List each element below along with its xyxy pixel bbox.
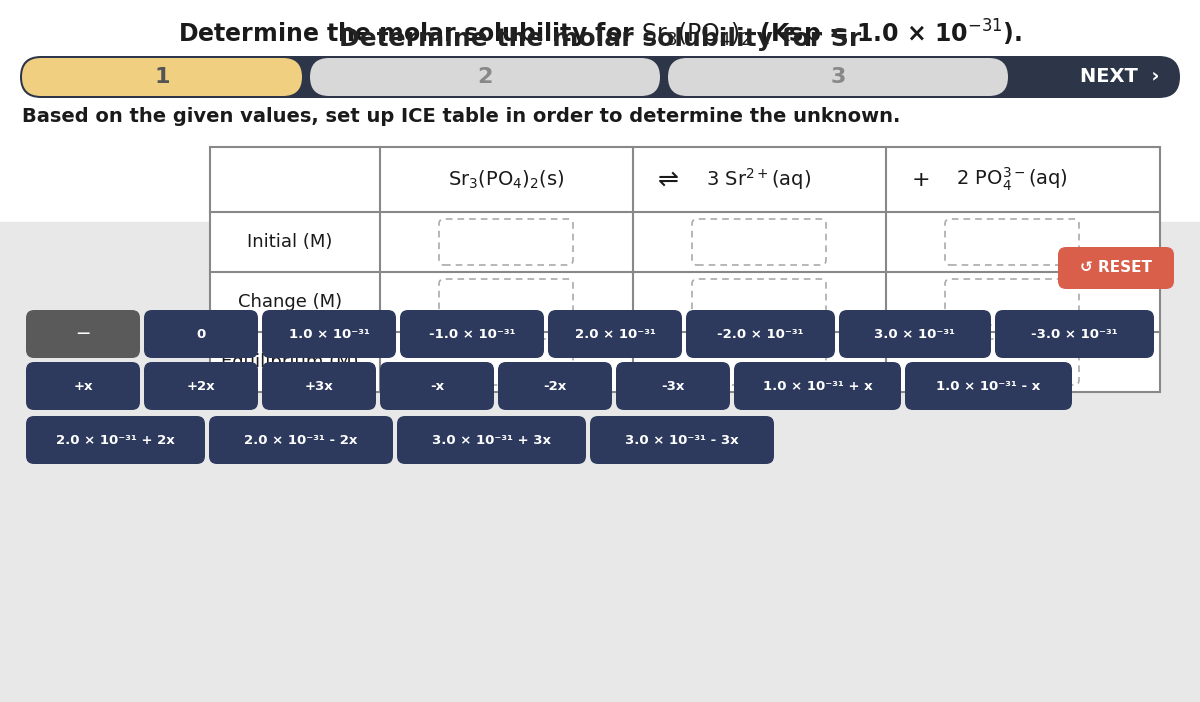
- Bar: [0, 0, 1200, 222]
- Text: 1.0 × 10⁻³¹: 1.0 × 10⁻³¹: [288, 328, 370, 340]
- FancyBboxPatch shape: [590, 416, 774, 464]
- FancyBboxPatch shape: [380, 362, 494, 410]
- Text: 2.0 × 10⁻³¹ + 2x: 2.0 × 10⁻³¹ + 2x: [56, 434, 175, 446]
- FancyBboxPatch shape: [262, 362, 376, 410]
- FancyBboxPatch shape: [209, 416, 394, 464]
- Bar: [0, 222, 1200, 702]
- Text: 3: 3: [830, 67, 846, 87]
- Text: $\mathrm{Sr_3(PO_4)_2(s)}$: $\mathrm{Sr_3(PO_4)_2(s)}$: [448, 168, 564, 191]
- Text: 2.0 × 10⁻³¹: 2.0 × 10⁻³¹: [575, 328, 655, 340]
- FancyBboxPatch shape: [995, 310, 1154, 358]
- Text: +: +: [912, 169, 930, 190]
- Text: Change (M): Change (M): [238, 293, 342, 311]
- FancyBboxPatch shape: [20, 56, 1180, 98]
- FancyBboxPatch shape: [498, 362, 612, 410]
- Text: $\mathrm{2\ PO_4^{3-}(aq)}$: $\mathrm{2\ PO_4^{3-}(aq)}$: [956, 166, 1068, 193]
- Text: 0: 0: [197, 328, 205, 340]
- FancyBboxPatch shape: [548, 310, 682, 358]
- FancyBboxPatch shape: [262, 310, 396, 358]
- Text: -x: -x: [430, 380, 444, 392]
- Text: 1.0 × 10⁻³¹ - x: 1.0 × 10⁻³¹ - x: [936, 380, 1040, 392]
- FancyBboxPatch shape: [692, 279, 826, 325]
- Text: +x: +x: [73, 380, 92, 392]
- FancyBboxPatch shape: [26, 416, 205, 464]
- FancyBboxPatch shape: [734, 362, 901, 410]
- FancyBboxPatch shape: [686, 310, 835, 358]
- Text: ↺ RESET: ↺ RESET: [1080, 260, 1152, 275]
- FancyBboxPatch shape: [668, 58, 1008, 96]
- FancyBboxPatch shape: [26, 310, 140, 358]
- FancyBboxPatch shape: [1058, 247, 1174, 289]
- Text: ⇌: ⇌: [658, 168, 678, 192]
- Text: NEXT  ›: NEXT ›: [1080, 67, 1159, 86]
- Text: Equilibrium (M): Equilibrium (M): [221, 353, 359, 371]
- Text: -2.0 × 10⁻³¹: -2.0 × 10⁻³¹: [718, 328, 804, 340]
- Text: Determine the molar solubility for $\mathrm{Sr_3(PO_4)_2}$ (Ksp = 1.0 × 10$^{-31: Determine the molar solubility for $\mat…: [178, 18, 1022, 50]
- FancyBboxPatch shape: [692, 219, 826, 265]
- Text: -3.0 × 10⁻³¹: -3.0 × 10⁻³¹: [1031, 328, 1118, 340]
- Text: -2x: -2x: [544, 380, 566, 392]
- Text: 1.0 × 10⁻³¹ + x: 1.0 × 10⁻³¹ + x: [763, 380, 872, 392]
- Text: 2: 2: [478, 67, 493, 87]
- FancyBboxPatch shape: [439, 219, 574, 265]
- Text: -3x: -3x: [661, 380, 685, 392]
- FancyBboxPatch shape: [839, 310, 991, 358]
- Text: 1: 1: [155, 67, 169, 87]
- FancyBboxPatch shape: [946, 279, 1079, 325]
- Text: 2.0 × 10⁻³¹ - 2x: 2.0 × 10⁻³¹ - 2x: [245, 434, 358, 446]
- FancyBboxPatch shape: [397, 416, 586, 464]
- Text: 3.0 × 10⁻³¹: 3.0 × 10⁻³¹: [875, 328, 955, 340]
- Text: +3x: +3x: [305, 380, 334, 392]
- Text: 3.0 × 10⁻³¹ + 3x: 3.0 × 10⁻³¹ + 3x: [432, 434, 551, 446]
- FancyBboxPatch shape: [26, 362, 140, 410]
- Text: +2x: +2x: [187, 380, 215, 392]
- FancyBboxPatch shape: [616, 362, 730, 410]
- Text: Determine the molar solubility for Sr: Determine the molar solubility for Sr: [338, 27, 862, 51]
- FancyBboxPatch shape: [310, 58, 660, 96]
- Text: $\mathrm{3\ Sr^{2+}(aq)}$: $\mathrm{3\ Sr^{2+}(aq)}$: [707, 166, 811, 192]
- FancyBboxPatch shape: [400, 310, 544, 358]
- FancyBboxPatch shape: [946, 219, 1079, 265]
- FancyBboxPatch shape: [946, 339, 1079, 385]
- Text: Initial (M): Initial (M): [247, 233, 332, 251]
- FancyBboxPatch shape: [905, 362, 1072, 410]
- Text: 3.0 × 10⁻³¹ - 3x: 3.0 × 10⁻³¹ - 3x: [625, 434, 739, 446]
- FancyBboxPatch shape: [144, 362, 258, 410]
- Bar: [210, 147, 1160, 392]
- Text: Based on the given values, set up ICE table in order to determine the unknown.: Based on the given values, set up ICE ta…: [22, 107, 900, 126]
- Text: —: —: [77, 328, 90, 340]
- FancyBboxPatch shape: [692, 339, 826, 385]
- FancyBboxPatch shape: [144, 310, 258, 358]
- FancyBboxPatch shape: [439, 339, 574, 385]
- FancyBboxPatch shape: [439, 279, 574, 325]
- FancyBboxPatch shape: [22, 58, 302, 96]
- Text: -1.0 × 10⁻³¹: -1.0 × 10⁻³¹: [428, 328, 515, 340]
